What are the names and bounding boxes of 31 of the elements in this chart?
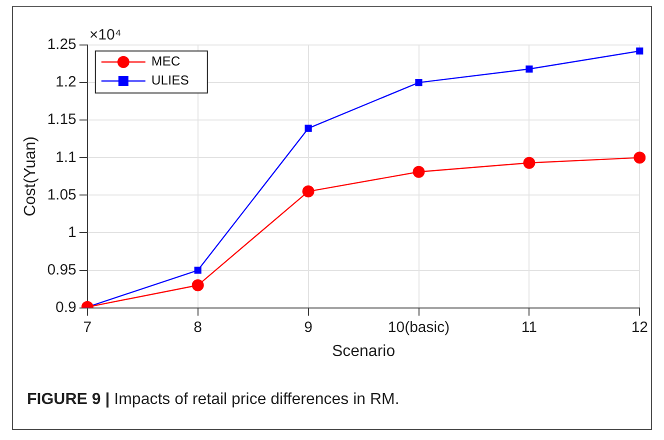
point xyxy=(415,79,422,86)
point xyxy=(304,124,312,132)
y-tick-label: 1.05 xyxy=(47,186,76,204)
legend-label: MEC xyxy=(151,54,180,69)
point xyxy=(636,47,644,55)
y-tick-label: 1.15 xyxy=(47,111,76,128)
point xyxy=(302,185,314,198)
point xyxy=(526,65,533,73)
text: ×10⁴ xyxy=(89,26,122,44)
x-tick-label: 9 xyxy=(304,318,312,336)
x-axis-title: Scenario xyxy=(332,342,396,360)
y-tick-label: 0.95 xyxy=(47,261,76,278)
x-tick-label: 11 xyxy=(521,318,537,336)
point xyxy=(523,156,536,169)
point xyxy=(192,279,204,292)
x-tick-label: 8 xyxy=(194,318,202,336)
y-tick-label: 1.25 xyxy=(47,36,76,54)
caption: FIGURE 9 | xyxy=(27,391,111,408)
legend-label: ULIES xyxy=(151,72,190,88)
x-tick-label: 7 xyxy=(83,318,92,336)
y-axis-title: Cost(Yuan) xyxy=(22,136,40,216)
y-tick-label: 1.2 xyxy=(56,74,76,91)
x-tick-label: 12 xyxy=(631,318,648,336)
y-tick-label: 1 xyxy=(68,224,76,241)
text: Impacts of retail price differences in RM. xyxy=(114,391,400,408)
point xyxy=(194,266,202,274)
y-tick-label: 0.9 xyxy=(56,298,76,316)
point xyxy=(412,166,425,178)
y-tick-label: 1.1 xyxy=(56,148,76,166)
x-tick-label: 10(basic) xyxy=(388,318,450,336)
point xyxy=(634,152,646,164)
